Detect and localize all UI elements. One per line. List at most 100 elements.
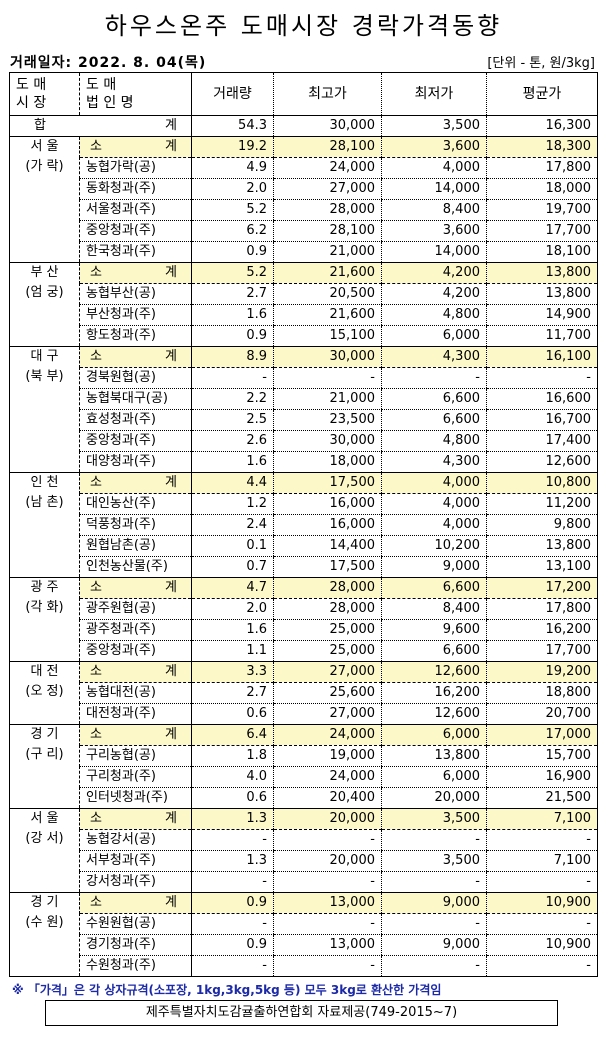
cell-volume: 2.4 <box>191 514 274 536</box>
cell-min: 9,600 <box>381 619 487 641</box>
cell-min: 3,600 <box>381 136 487 158</box>
cell-avg: 16,200 <box>486 619 598 641</box>
corp-name: 광주청과(주) <box>79 619 192 641</box>
market-cell: 대 전 (오 정) <box>9 661 80 725</box>
corp-name: 중앙청과(주) <box>79 430 192 452</box>
subtotal-label-right: 계 <box>165 580 177 595</box>
corp-name: 경기청과(주) <box>79 934 192 956</box>
subtotal-row: 부 산 (엄 궁) 소 계 5.2 21,600 4,200 13,800 <box>9 262 598 347</box>
cell-volume: 0.1 <box>191 535 274 557</box>
header-avg: 평균가 <box>486 72 598 116</box>
cell-volume: 1.3 <box>191 808 274 830</box>
subtotal-label-right: 계 <box>165 811 177 826</box>
cell-volume: 2.6 <box>191 430 274 452</box>
corp-name: 항도청과(주) <box>79 325 192 347</box>
corp-name: 중앙청과(주) <box>79 220 192 242</box>
corp-name: 수원원협(공) <box>79 913 192 935</box>
cell-avg: - <box>486 367 598 389</box>
cell-min: 6,600 <box>381 577 487 599</box>
table-row: 강서청과(주) - - - - <box>10 871 598 893</box>
cell-max: - <box>273 913 382 935</box>
cell-volume: 4.0 <box>191 766 274 788</box>
cell-volume: 3.3 <box>191 661 274 683</box>
subtotal-label-right: 계 <box>165 349 177 364</box>
market-cell: 부 산 (엄 궁) <box>9 262 80 347</box>
cell-avg: 13,800 <box>486 535 598 557</box>
cell-min: 12,600 <box>381 703 487 725</box>
cell-max: - <box>273 871 382 893</box>
cell-volume: 2.7 <box>191 283 274 305</box>
cell-volume: 1.1 <box>191 640 274 662</box>
corp-name: 원협남촌(공) <box>79 535 192 557</box>
market-name: 대 전 <box>30 664 59 679</box>
cell-max: 28,100 <box>273 136 382 158</box>
cell-max: 27,000 <box>273 703 382 725</box>
subtotal-row: 서 울 (강 서) 소 계 1.3 20,000 3,500 7,100 <box>9 808 598 893</box>
unit-label: [단위 - 톤, 원/3kg] <box>487 56 595 71</box>
cell-avg: 19,700 <box>486 199 598 221</box>
cell-max: 25,000 <box>273 619 382 641</box>
cell-max: 20,000 <box>273 808 382 830</box>
cell-min: 9,000 <box>381 934 487 956</box>
cell-volume: 0.9 <box>191 934 274 956</box>
cell-volume: 8.9 <box>191 346 274 368</box>
cell-min: 4,000 <box>381 493 487 515</box>
cell-max: 17,500 <box>273 472 382 494</box>
cell-volume: - <box>191 871 274 893</box>
corp-name: 덕풍청과(주) <box>79 514 192 536</box>
header-min: 최저가 <box>381 72 487 116</box>
cell-volume: 1.2 <box>191 493 274 515</box>
cell-avg: 16,600 <box>486 388 598 410</box>
subtotal-label-left: 소 <box>90 265 102 280</box>
header-corp-bottom: 법 인 명 <box>86 95 134 111</box>
cell-min: 8,400 <box>381 199 487 221</box>
trade-date: 거래일자: 2022. 8. 04(목) <box>10 55 207 71</box>
market-cell: 서 울 (가 락) <box>9 136 80 263</box>
cell-max: 13,000 <box>273 934 382 956</box>
subtotal-label-right: 계 <box>165 139 177 154</box>
cell-avg: 7,100 <box>486 850 598 872</box>
table-row: 구리청과(주) 4.0 24,000 6,000 16,900 <box>10 766 598 788</box>
cell-max: 14,400 <box>273 535 382 557</box>
cell-volume: 0.6 <box>191 703 274 725</box>
corp-name: 경북원협(공) <box>79 367 192 389</box>
market-location: (엄 궁) <box>25 285 64 300</box>
cell-max: 25,000 <box>273 640 382 662</box>
cell-avg: 18,000 <box>486 178 598 200</box>
cell-min: 4,800 <box>381 430 487 452</box>
corp-name: 농협강서(공) <box>79 829 192 851</box>
table-row: 농협부산(공) 2.7 20,500 4,200 13,800 <box>10 283 598 305</box>
cell-max: 21,600 <box>273 304 382 326</box>
cell-volume: 4.9 <box>191 157 274 179</box>
cell-avg: 21,500 <box>486 787 598 809</box>
cell-min: - <box>381 871 487 893</box>
market-location: (오 정) <box>25 684 64 699</box>
cell-avg: 10,800 <box>486 472 598 494</box>
market-location: (구 리) <box>25 747 64 762</box>
cell-min: 3,600 <box>381 220 487 242</box>
cell-volume: - <box>191 829 274 851</box>
cell-min: 6,600 <box>381 640 487 662</box>
data-source-box: 제주특별자치도감귤출하연합회 자료제공(749-2015~7) <box>45 1000 558 1026</box>
corp-name: 인터넷청과(주) <box>79 787 192 809</box>
cell-max: 16,000 <box>273 514 382 536</box>
cell-min: - <box>381 829 487 851</box>
subtotal-label-left: 소 <box>90 580 102 595</box>
cell-max: 15,100 <box>273 325 382 347</box>
cell-min: 4,300 <box>381 451 487 473</box>
corp-name: 서부청과(주) <box>79 850 192 872</box>
corp-name: 구리농협(공) <box>79 745 192 767</box>
cell-volume: 2.2 <box>191 388 274 410</box>
cell-volume: 2.7 <box>191 682 274 704</box>
corp-name: 한국청과(주) <box>79 241 192 263</box>
cell-avg: 17,400 <box>486 430 598 452</box>
cell-volume: 0.6 <box>191 787 274 809</box>
cell-avg: - <box>486 829 598 851</box>
total-label-right: 계 <box>165 118 177 133</box>
table-row: 농협북대구(공) 2.2 21,000 6,600 16,600 <box>10 388 598 410</box>
